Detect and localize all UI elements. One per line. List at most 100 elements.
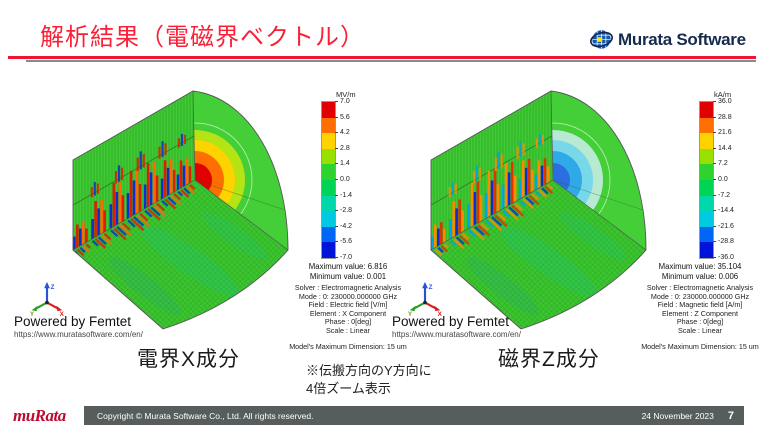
side-face bbox=[430, 91, 553, 250]
wave-reflections bbox=[73, 183, 196, 257]
colorbar-segment bbox=[322, 179, 335, 196]
powered-by-label: Powered by Femtet bbox=[392, 314, 510, 329]
field-line: Field : Electric field [V/m] bbox=[308, 300, 388, 309]
colorbar-tick: -1.4 bbox=[335, 192, 352, 199]
max-value: Maximum value: 35.104 bbox=[658, 262, 742, 271]
colorbar-unit: MV/m bbox=[336, 90, 356, 99]
colorbar-segment bbox=[322, 226, 335, 243]
wave-reflections bbox=[431, 183, 554, 257]
colorbar-magnetic: kA/m 36.0 28.8 21.6 14.4 7.2 0.0 -7.2 -14.4 -21.… bbox=[699, 90, 760, 275]
colorbar-unit: kA/m bbox=[714, 90, 732, 99]
colorbar-tick: 4.2 bbox=[335, 129, 350, 136]
colorbar-strip bbox=[321, 101, 336, 259]
powered-by-femtet-left: Z X Y Powered by Femtet https://www.mura… bbox=[14, 281, 199, 339]
mode-line: Mode : 0: 230000.000000 GHz bbox=[650, 291, 750, 301]
murata-software-logo: Murata Software bbox=[590, 28, 746, 51]
phase-line: Phase : 0[deg] bbox=[676, 317, 724, 326]
colorbar-segment bbox=[322, 195, 335, 212]
colorbar-tick: -36.0 bbox=[713, 254, 734, 261]
floor-field-wisps bbox=[109, 211, 269, 315]
colorbar-tick: 2.8 bbox=[335, 145, 350, 152]
scale-line: Scale : Linear bbox=[678, 325, 722, 335]
colorbar-tick: 5.6 bbox=[335, 114, 350, 121]
solver-line: Solver : Electromagnetic Analysis bbox=[294, 283, 402, 292]
colorbar-segment bbox=[322, 133, 335, 149]
colorbar-segment bbox=[322, 242, 335, 258]
field-line: Field : Magnetic field [A/m] bbox=[657, 300, 743, 309]
svg-text:X: X bbox=[60, 311, 65, 317]
colorbar-tick: 28.8 bbox=[713, 114, 732, 121]
dimension-line: Model's Maximum Dimension: 15 um bbox=[289, 342, 407, 351]
max-value: Maximum value: 6.816 bbox=[308, 262, 388, 271]
colorbar-tick: 7.0 bbox=[335, 98, 350, 105]
colorbar-tick: -21.6 bbox=[713, 223, 734, 230]
field-plot-magnetic-z bbox=[430, 90, 647, 330]
colorbar-segment bbox=[700, 133, 713, 149]
svg-text:X: X bbox=[438, 311, 443, 317]
colorbar-electric: MV/m 7.0 5.6 4.2 2.8 1.4 0.0 -1.4 -2.8 -4.2 -5.6 -… bbox=[321, 90, 382, 275]
colorbar-segment bbox=[322, 164, 335, 180]
stats-block-magnetic: Maximum value: 35.104 Minimum value: 0.0… bbox=[633, 262, 767, 351]
mode-line: Mode : 0: 230000.000000 GHz bbox=[298, 291, 398, 301]
field-plot-electric-x bbox=[72, 90, 289, 330]
colorbar-tick: 14.4 bbox=[713, 145, 732, 152]
zoom-note-line1: ※伝搬方向のY方向に bbox=[306, 363, 432, 378]
axis-triad-icon: Z X Y bbox=[408, 281, 443, 317]
colorbar-tick: 36.0 bbox=[713, 98, 732, 105]
footer-bar: Copyright © Murata Software Co., Ltd. Al… bbox=[84, 406, 744, 425]
min-value: Minimum value: 0.001 bbox=[309, 271, 387, 281]
colorbar-segment bbox=[700, 117, 713, 134]
colorbar-tick: -5.6 bbox=[335, 238, 352, 245]
colorbar-tick: 1.4 bbox=[335, 160, 350, 167]
colorbar-tick: 7.2 bbox=[713, 160, 728, 167]
colorbar-segment bbox=[700, 148, 713, 165]
solver-line: Solver : Electromagnetic Analysis bbox=[646, 283, 754, 292]
model-edges bbox=[430, 90, 647, 330]
caption-magnetic-z: 磁界Z成分 bbox=[498, 348, 600, 371]
colorbar-segment bbox=[700, 179, 713, 196]
colorbar-segment bbox=[700, 195, 713, 212]
dimension-line: Model's Maximum Dimension: 15 um bbox=[641, 342, 759, 351]
zoom-note-line2: 4倍ズーム表示 bbox=[306, 381, 391, 397]
colorbar-tick: -14.4 bbox=[713, 207, 734, 214]
murata-logo: muRata bbox=[13, 406, 66, 425]
svg-text:Z: Z bbox=[429, 284, 433, 291]
side-face bbox=[72, 91, 195, 250]
caption-electric-x: 電界X成分 bbox=[137, 348, 241, 371]
svg-text:Y: Y bbox=[30, 311, 35, 317]
colorbar-tick: 0.0 bbox=[713, 176, 728, 183]
colorbar-tick: -7.2 bbox=[713, 192, 730, 199]
floor-field-wisps bbox=[467, 211, 627, 315]
element-line: Element : Z Component bbox=[662, 308, 738, 318]
stats-block-electric: Maximum value: 6.816 Minimum value: 0.00… bbox=[281, 262, 415, 351]
colorbar-tick: -28.8 bbox=[713, 238, 734, 245]
colorbar-segment bbox=[700, 226, 713, 243]
scale-line: Scale : Linear bbox=[326, 325, 370, 335]
brand-name: Murata Software bbox=[618, 29, 746, 49]
page-number: 7 bbox=[727, 409, 734, 422]
femtet-url: https://www.muratasoftware.com/en/ bbox=[14, 330, 143, 339]
colorbar-segment bbox=[322, 102, 335, 118]
floor bbox=[73, 180, 288, 329]
murata-globe-icon bbox=[590, 30, 613, 49]
colorbar-strip bbox=[699, 101, 714, 259]
model-edges bbox=[72, 90, 289, 330]
svg-text:Y: Y bbox=[408, 311, 413, 317]
femtet-url: https://www.muratasoftware.com/en/ bbox=[392, 330, 521, 339]
colorbar-segment bbox=[322, 117, 335, 134]
floor bbox=[431, 180, 646, 329]
min-value: Minimum value: 0.006 bbox=[661, 271, 739, 281]
colorbar-segment bbox=[322, 211, 335, 227]
colorbar-tick: 0.0 bbox=[335, 176, 350, 183]
colorbar-tick: -7.0 bbox=[335, 254, 352, 261]
axis-triad-icon: Z X Y bbox=[30, 281, 65, 317]
svg-text:Z: Z bbox=[51, 284, 55, 291]
colorbar-tick: -2.8 bbox=[335, 207, 352, 214]
colorbar-segment bbox=[700, 211, 713, 227]
title-underline-shadow bbox=[26, 60, 756, 62]
colorbar-segment bbox=[322, 148, 335, 165]
copyright-text: Copyright © Murata Software Co., Ltd. Al… bbox=[97, 410, 314, 421]
footer-date: 24 November 2023 bbox=[641, 410, 714, 421]
powered-by-label: Powered by Femtet bbox=[14, 314, 132, 329]
